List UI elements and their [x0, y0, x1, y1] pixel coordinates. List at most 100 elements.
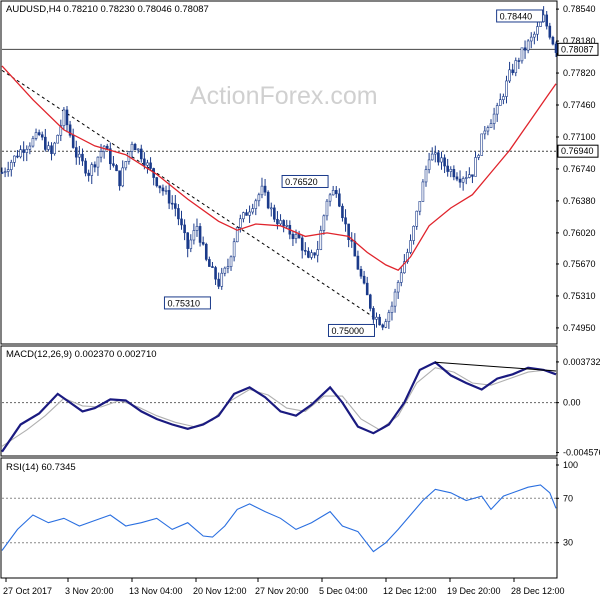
candle-body — [266, 191, 270, 209]
macd-y-tick-label: -0.004576 — [563, 448, 600, 458]
candle-body — [124, 161, 128, 169]
candle-body — [189, 239, 193, 249]
candle-body — [90, 164, 94, 176]
price-annotation-label: 0.76520 — [285, 177, 318, 187]
candle-body — [341, 205, 344, 219]
candle-body — [25, 149, 29, 153]
candle-body — [307, 250, 310, 258]
price-annotation-label: 0.75310 — [167, 298, 200, 308]
candle-body — [31, 138, 35, 147]
candle-body — [229, 256, 233, 267]
candle-body — [328, 194, 332, 202]
candle-body — [316, 249, 319, 256]
candle-body — [464, 177, 468, 179]
candle-body — [62, 109, 66, 127]
candle-body — [381, 324, 384, 328]
candle-body — [387, 312, 391, 322]
candle-body — [483, 130, 487, 135]
candle-body — [186, 232, 189, 249]
candle-body — [78, 153, 81, 158]
candle-body — [74, 147, 78, 158]
candle-body — [180, 218, 183, 226]
candle-body — [331, 190, 335, 196]
candle-body — [44, 136, 47, 150]
candle-body — [545, 14, 549, 27]
candle-body — [412, 226, 415, 241]
macd-y-tick-label: 0.00 — [563, 398, 581, 408]
candle-body — [533, 33, 536, 38]
candle-body — [139, 148, 143, 160]
price-layer: 0.78440 0.76520 0.75310 0.75000 — [0, 6, 558, 337]
candle-body — [9, 162, 13, 170]
price-line-tag — [557, 42, 599, 56]
candle-body — [313, 252, 316, 256]
price-annotation-box — [281, 174, 329, 188]
candle-body — [502, 96, 505, 100]
price-y-tick-label: 0.74950 — [563, 323, 596, 333]
candle-body — [359, 268, 363, 277]
candle-body — [536, 26, 539, 35]
price-annotation-box — [496, 9, 544, 23]
macd-layer — [1, 360, 557, 453]
candle-body — [204, 243, 208, 260]
x-tick-label: 3 Nov 20:00 — [65, 586, 114, 596]
candle-body — [480, 133, 484, 156]
price-line-tag-label: 0.76940 — [561, 146, 594, 156]
candle-body — [440, 157, 443, 163]
candle-body — [294, 233, 298, 239]
rsi-layer — [1, 484, 557, 553]
candle-body — [254, 200, 258, 209]
candle-body — [285, 225, 289, 227]
candle-body — [344, 217, 347, 225]
candle-body — [424, 169, 428, 183]
price-y-tick-label: 0.76380 — [563, 196, 596, 206]
candle-body — [201, 242, 205, 245]
candle-body — [384, 321, 388, 328]
candle-body — [291, 233, 295, 239]
candle-body — [396, 282, 400, 293]
price-y-tick-label: 0.77100 — [563, 132, 596, 142]
watermark: ActionForex.com — [190, 82, 378, 110]
candle-body — [474, 157, 477, 177]
candle-body — [548, 25, 552, 38]
candle-body — [87, 172, 90, 176]
candle-body — [109, 148, 112, 165]
candle-body — [375, 316, 378, 320]
candle-body — [257, 194, 261, 202]
candle-body — [71, 134, 75, 148]
candle-body — [93, 164, 97, 168]
candle-body — [19, 149, 22, 158]
candle-body — [239, 218, 242, 228]
candle-body — [260, 185, 264, 196]
candle-body — [421, 181, 425, 202]
x-tick-label: 20 Nov 12:00 — [193, 586, 247, 596]
candle-body — [133, 143, 137, 151]
candle-body — [56, 134, 60, 144]
candle-body — [217, 278, 220, 287]
x-tick-label: 19 Dec 20:00 — [447, 586, 501, 596]
candle-body — [369, 294, 372, 309]
candle-body — [211, 266, 214, 268]
price-title: AUDUSD,H4 0.78210 0.78230 0.78046 0.7808… — [6, 4, 209, 15]
candle-body — [195, 226, 199, 231]
candle-body — [263, 185, 267, 193]
candle-body — [415, 210, 419, 227]
candle-body — [115, 165, 118, 172]
candle-body — [13, 155, 16, 163]
candle-body — [446, 165, 449, 172]
rsi-title: RSI(14) 60.7345 — [6, 462, 76, 473]
candle-body — [40, 134, 44, 138]
candle-body — [149, 162, 152, 169]
price-annotation-box — [327, 323, 375, 337]
price-y-tick-label: 0.77820 — [563, 68, 596, 78]
price-y-tick-label: 0.75310 — [563, 291, 596, 301]
candle-body — [220, 272, 224, 287]
candle-body — [170, 202, 174, 205]
candle-body — [427, 159, 431, 170]
candle-body — [297, 233, 301, 239]
candle-body — [520, 47, 524, 62]
price-y-tick-label: 0.76740 — [563, 164, 596, 174]
price-y-tick-label: 0.77460 — [563, 100, 596, 110]
